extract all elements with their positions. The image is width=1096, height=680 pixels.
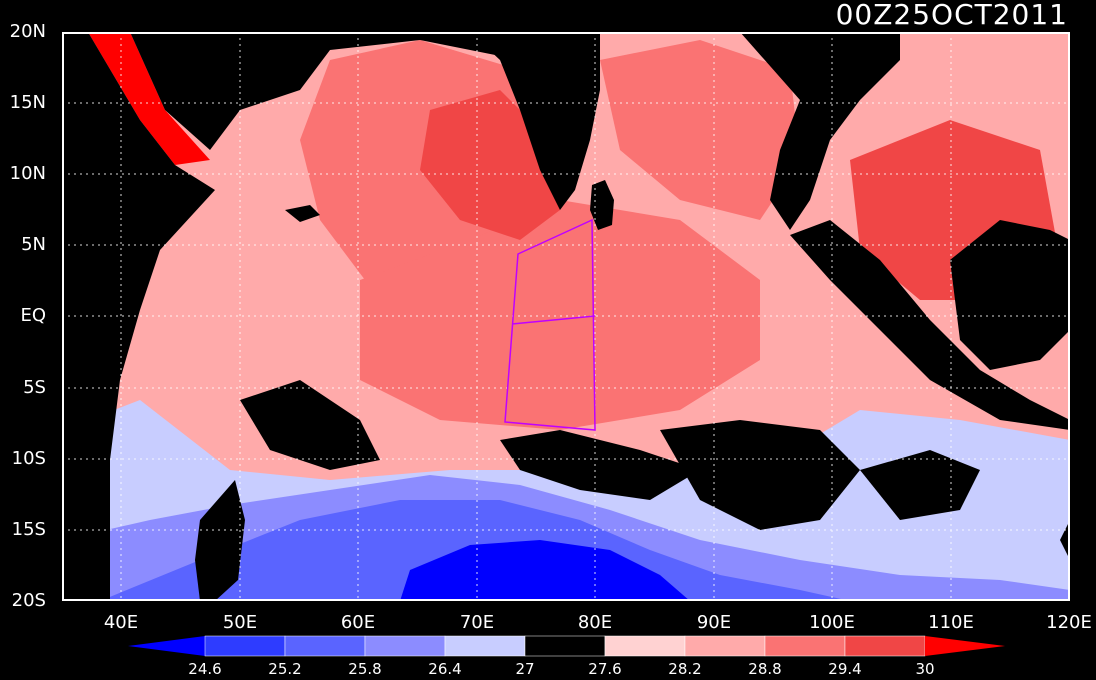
- land-australia-edge: [1060, 520, 1070, 560]
- colorbar-label: 27: [515, 660, 535, 678]
- lon-label: 120E: [1046, 612, 1092, 633]
- lon-label: 50E: [222, 612, 258, 633]
- ocean-hot-red-sea: [88, 32, 210, 165]
- land-india: [470, 32, 600, 210]
- land-borneo: [950, 220, 1070, 370]
- land-sri-lanka: [590, 180, 614, 230]
- colorbar-swatch: [444, 635, 526, 657]
- land-socotra: [285, 205, 320, 222]
- land-southeast-asia: [740, 32, 900, 230]
- colorbar-swatch: [364, 635, 446, 657]
- colorbar: [128, 635, 1005, 657]
- sst-27-patches: [240, 380, 980, 530]
- sst-27-patch: [240, 380, 380, 470]
- colorbar-label: 28.8: [748, 660, 782, 678]
- lat-label: 10S: [11, 448, 46, 469]
- land-madagascar: [195, 480, 245, 601]
- lat-label: EQ: [20, 305, 46, 326]
- lon-label: 70E: [459, 612, 495, 633]
- colorbar-swatch: [844, 635, 926, 657]
- lon-label: 80E: [577, 612, 613, 633]
- ocean-warm-bay: [600, 40, 800, 220]
- colorbar-swatch: [204, 635, 286, 657]
- land-arabia: [130, 32, 560, 150]
- colorbar-swatch: [684, 635, 766, 657]
- graticule: [62, 32, 1070, 601]
- lon-label: 110E: [928, 612, 974, 633]
- lat-label: 10N: [9, 163, 46, 184]
- ocean-warm-central: [360, 200, 760, 430]
- colorbar-swatch: [604, 635, 686, 657]
- ocean-hot-core: [420, 90, 560, 240]
- colorbar-label: 25.8: [348, 660, 382, 678]
- lon-label: 40E: [103, 612, 139, 633]
- lat-label: 20N: [9, 21, 46, 42]
- colorbar-label: 26.4: [428, 660, 462, 678]
- colorbar-swatch: [284, 635, 366, 657]
- valid-time-title: 00Z25OCT2011: [835, 0, 1068, 31]
- colorbar-label: 29.4: [828, 660, 862, 678]
- colorbar-label: 25.2: [268, 660, 302, 678]
- lon-label: 100E: [809, 612, 855, 633]
- lat-label: 20S: [11, 590, 46, 611]
- colorbar-label: 30: [915, 660, 935, 678]
- colorbar-swatch: [524, 635, 606, 657]
- colorbar-label: 27.6: [588, 660, 622, 678]
- colorbar-swatch: [764, 635, 846, 657]
- map-plot-area: [62, 32, 1070, 601]
- colorbar-label: 28.2: [668, 660, 702, 678]
- region-box-outline: [504, 218, 596, 431]
- lat-label: 15N: [9, 92, 46, 113]
- lat-label: 5S: [23, 377, 46, 398]
- ocean-coldest-core: [400, 540, 690, 601]
- colorbar-max-arrow: [925, 636, 1005, 656]
- land-sumatra: [790, 220, 1070, 430]
- sst-27-patch: [500, 430, 700, 500]
- colorbar-label: 24.6: [188, 660, 222, 678]
- lon-label: 90E: [696, 612, 732, 633]
- colorbar-min-arrow: [128, 636, 205, 656]
- lat-label: 15S: [11, 519, 46, 540]
- sst-27-patch: [860, 450, 980, 520]
- sst-27-patch: [660, 420, 860, 530]
- land-masses: [62, 32, 1070, 601]
- lon-label: 60E: [340, 612, 376, 633]
- lat-label: 5N: [21, 234, 46, 255]
